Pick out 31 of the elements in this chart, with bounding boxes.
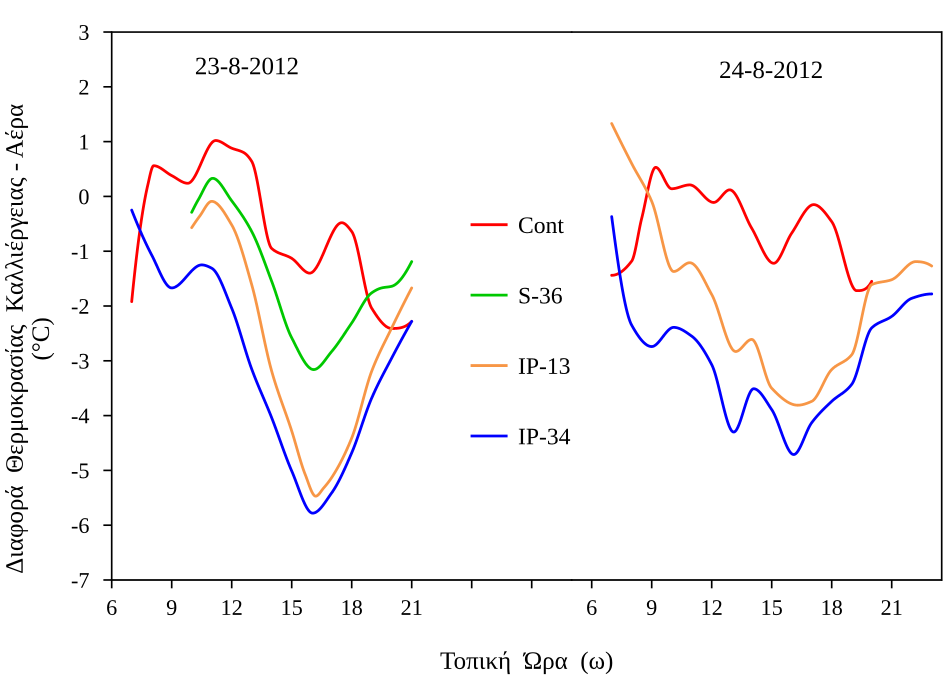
- x-tick-label: 9: [646, 600, 656, 616]
- x-tick-label: 21: [882, 600, 902, 615]
- legend-label: S-36: [520, 288, 562, 304]
- x-tick-label: 9: [166, 600, 176, 616]
- x-tick-label: 12: [222, 600, 242, 615]
- annotation: 24-8-2012: [720, 61, 822, 78]
- x-tick-label: 18: [342, 600, 362, 616]
- x-tick-label: 15: [282, 600, 302, 616]
- y-tick-label: -5: [72, 464, 89, 478]
- y-tick-label: 3: [79, 25, 89, 40]
- legend-label: Cont: [518, 217, 564, 234]
- y-tick-label: 0: [79, 189, 89, 204]
- y-tick-label: -1: [72, 244, 88, 259]
- y-axis-title: Διαφορά Θερμοκρασίας Καλλιέργειας - Αέρα (°C): [5, 104, 54, 573]
- x-tick-label: 6: [587, 600, 597, 616]
- y-tick-label: -4: [72, 408, 90, 424]
- x-tick-label: 12: [702, 600, 722, 615]
- legend-label: IP-34: [518, 428, 570, 444]
- y-tick-label: 2: [79, 80, 88, 95]
- x-axis-title: Τοπική Ώρα (ω): [440, 651, 612, 674]
- annotation: 23-8-2012: [196, 58, 298, 74]
- x-tick-label: 21: [402, 600, 422, 615]
- x-tick-label: 18: [822, 600, 842, 616]
- y-tick-label: 1: [80, 134, 88, 150]
- y-tick-label: -7: [72, 573, 89, 588]
- y-tick-label: -6: [72, 518, 89, 534]
- y-tick-label: -3: [72, 354, 89, 369]
- x-tick-label: 15: [762, 600, 782, 616]
- y-tick-label: -2: [72, 299, 88, 314]
- x-tick-label: 6: [107, 600, 117, 616]
- legend-label: IP-13: [518, 358, 570, 374]
